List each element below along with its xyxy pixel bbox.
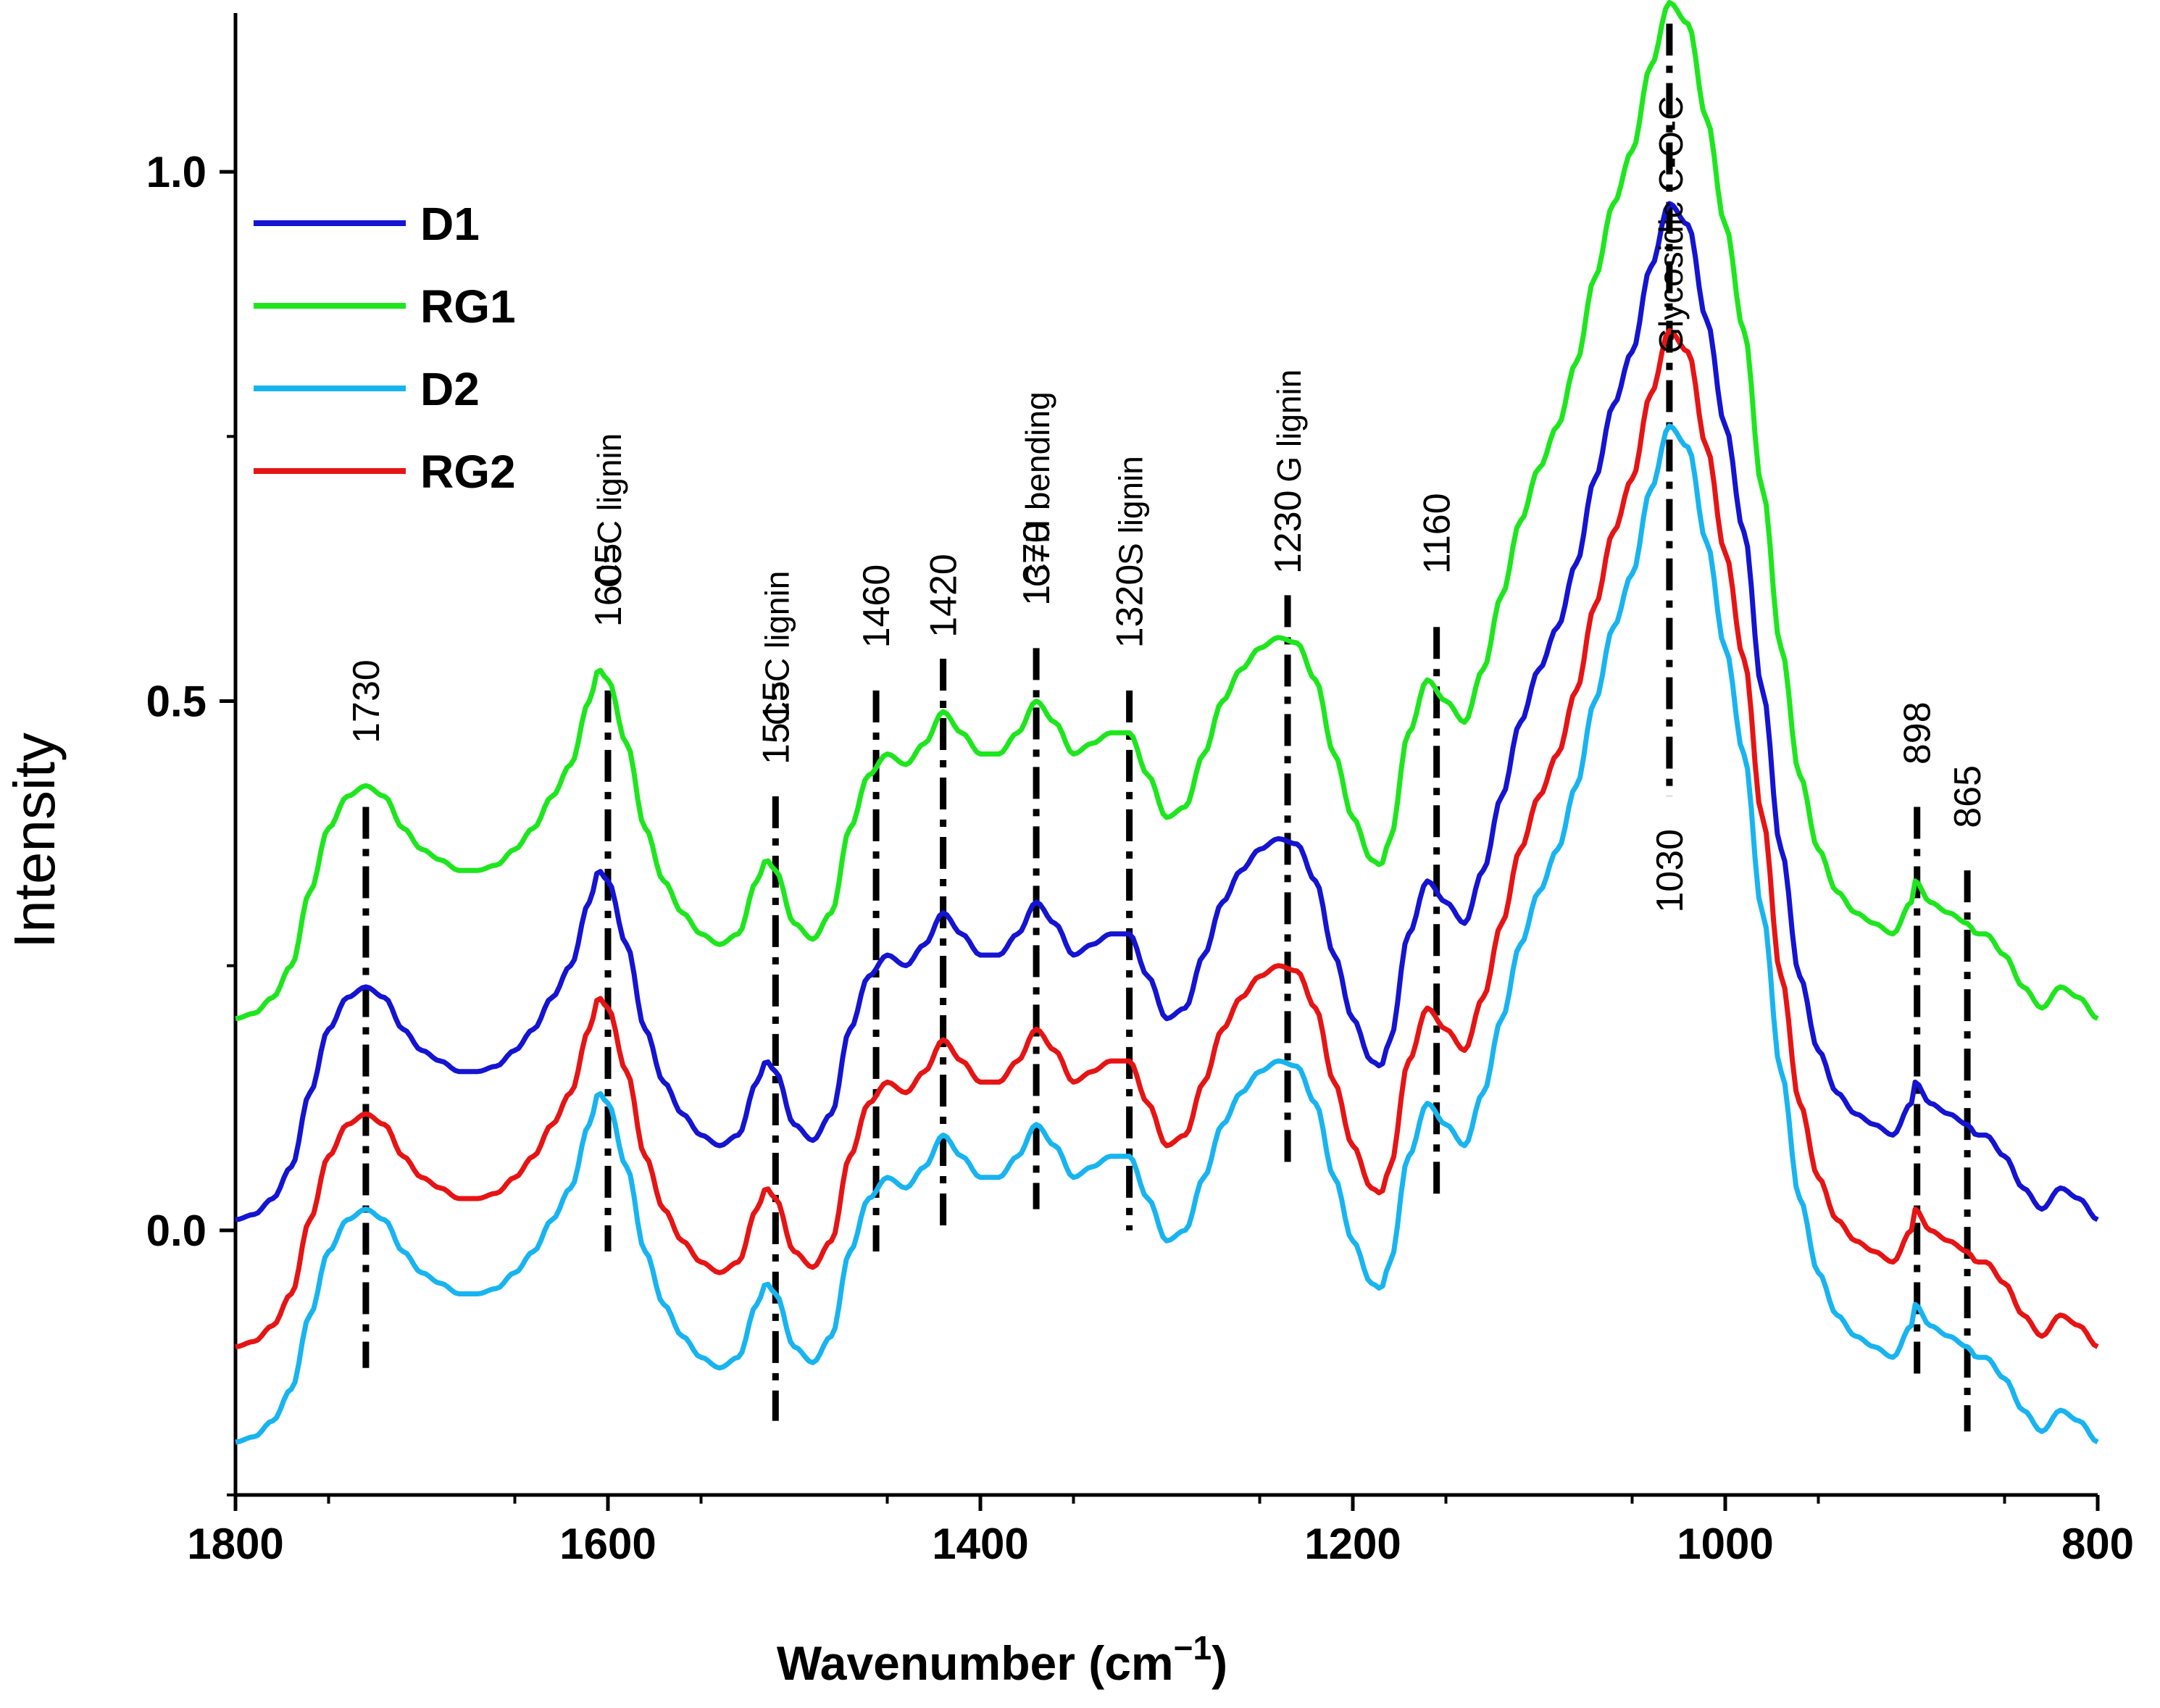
peak-label-1460: 1460: [856, 565, 898, 649]
series-line-rg1: [235, 0, 2099, 1022]
x-axis-title-close: ): [1212, 1636, 1227, 1690]
x-axis-title: Wavenumber (cm−1): [777, 1629, 1227, 1690]
peak-label-1320: 1320: [1109, 565, 1151, 649]
peak-assignment-1320: S lignin: [1112, 456, 1150, 565]
ticks: 1800 1600 1400 1200 1000 800 0.0 0.5 1.0: [146, 148, 2134, 1568]
y-tick-label: 0.0: [146, 1207, 207, 1255]
x-tick-label: 1400: [932, 1520, 1028, 1568]
peak-assignment-1515: C=C lignin: [758, 571, 796, 726]
axes: [233, 13, 2098, 1497]
legend-label-d1: D1: [420, 198, 480, 250]
series-line-d2: [235, 423, 2099, 1445]
peak-assignment-1230: G lignin: [1270, 370, 1308, 483]
peak-label-1515: 1515: [755, 680, 797, 765]
series-line-d1: [235, 201, 2099, 1222]
legend-label-d2: D2: [420, 363, 480, 415]
x-tick-label: 1000: [1677, 1520, 1773, 1568]
peak-label-1030: 1030: [1649, 829, 1691, 913]
x-tick-label: 1800: [187, 1520, 283, 1568]
y-tick-label: 1.0: [146, 148, 207, 196]
x-tick-label: 1200: [1304, 1520, 1401, 1568]
peak-label-1370: 1370: [1016, 522, 1058, 606]
peak-label-1605: 1605: [588, 543, 630, 628]
series-lines: [235, 0, 2099, 1445]
series-line-rg2: [235, 328, 2099, 1349]
y-axis-title: Intensity: [2, 733, 67, 949]
peak-label-898: 898: [1897, 701, 1939, 765]
legend: D1 RG1 D2 RG2: [254, 198, 516, 498]
peak-label-1230: 1230: [1267, 490, 1309, 574]
x-tick-label: 800: [2061, 1520, 2134, 1568]
legend-label-rg1: RG1: [420, 280, 516, 333]
peak-label-1730: 1730: [346, 659, 388, 743]
x-axis-title-main: Wavenumber (cm: [777, 1636, 1174, 1690]
peak-label-865: 865: [1947, 765, 1989, 828]
y-tick-label: 0.5: [146, 677, 207, 725]
legend-label-rg2: RG2: [420, 446, 516, 498]
peak-label-1160: 1160: [1417, 493, 1459, 574]
peak-label-1420: 1420: [923, 554, 965, 638]
x-tick-label: 1600: [559, 1520, 656, 1568]
peak-assignment-1370: C=H bending: [1019, 391, 1056, 587]
x-axis-title-sup: −1: [1174, 1629, 1212, 1667]
peak-assignment-1605: C=C lignin: [591, 433, 628, 588]
peak-assignment-1030: Glycosidic C-O-C: [1652, 96, 1690, 354]
